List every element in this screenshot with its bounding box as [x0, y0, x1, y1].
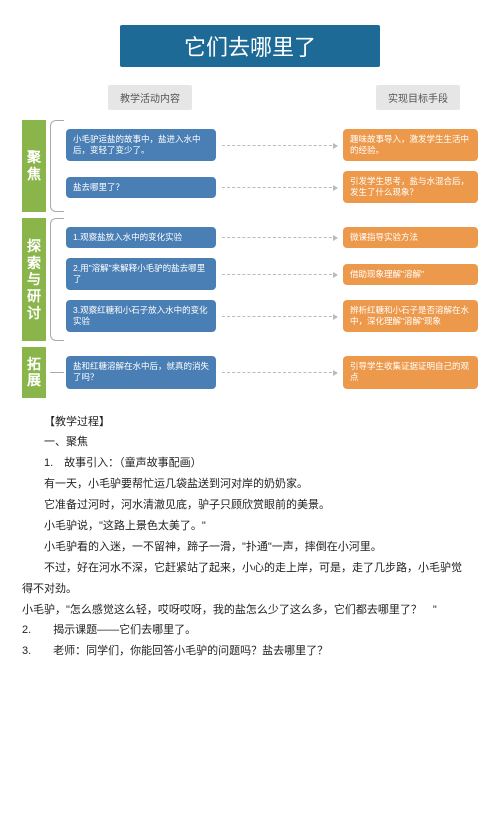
body-line: 小毛驴看的入迷，一不留神，蹄子一滑，"扑通"一声，摔倒在小河里。 — [22, 537, 478, 558]
goal-box: 趣味故事导入，激发学生生活中的经验。 — [343, 129, 478, 161]
goal-box: 引发学生思考，盐与水混合后，发生了什么现象？ — [343, 171, 478, 203]
diagram-row: 2.用"溶解"来解释小毛驴的盐去哪里了 借助现象理解"溶解" — [66, 258, 478, 290]
section-explore: 探索与研讨 1.观察盐放入水中的变化实验 微课指导实验方法 2.用"溶解"来解释… — [22, 218, 478, 341]
content-box: 1.观察盐放入水中的变化实验 — [66, 227, 216, 248]
text-body: 【教学过程】 一、聚焦 1. 故事引入：（童声故事配画） 有一天，小毛驴要帮忙运… — [22, 412, 478, 663]
diagram: 聚焦 小毛驴运盐的故事中，盐进入水中后，变轻了变少了。 趣味故事导入，激发学生生… — [22, 120, 478, 398]
body-line: 1. 故事引入：（童声故事配画） — [22, 453, 478, 474]
section-focus: 聚焦 小毛驴运盐的故事中，盐进入水中后，变轻了变少了。 趣味故事导入，激发学生生… — [22, 120, 478, 212]
content-box: 3.观察红糖和小石子放入水中的变化实验 — [66, 300, 216, 332]
bracket — [50, 372, 64, 373]
body-line: 小毛驴说，"这路上景色太美了。" — [22, 516, 478, 537]
section-extend: 拓展 盐和红糖溶解在水中后，就真的消失了吗？ 引导学生收集证据证明自己的观点 — [22, 347, 478, 397]
body-line: 【教学过程】 — [22, 412, 478, 433]
connector-arrow — [222, 145, 337, 146]
col-header-left: 教学活动内容 — [108, 85, 192, 110]
body-line: 3. 老师：同学们，你能回答小毛驴的问题吗？盐去哪里了？ — [22, 641, 478, 662]
goal-box: 引导学生收集证据证明自己的观点 — [343, 356, 478, 388]
page: 它们去哪里了 教学活动内容 实现目标手段 聚焦 小毛驴运盐的故事中，盐进入水中后… — [0, 0, 500, 677]
diagram-row: 1.观察盐放入水中的变化实验 微课指导实验方法 — [66, 227, 478, 248]
diagram-row: 3.观察红糖和小石子放入水中的变化实验 辨析红糖和小石子是否溶解在水中，深化理解… — [66, 300, 478, 332]
goal-box: 辨析红糖和小石子是否溶解在水中，深化理解"溶解"现象 — [343, 300, 478, 332]
section-label-focus: 聚焦 — [22, 120, 46, 212]
body-line: 不过，好在河水不深，它赶紧站了起来，小心的走上岸，可是，走了几步路，小毛驴觉 得… — [22, 558, 478, 600]
connector-arrow — [222, 187, 337, 188]
goal-box: 借助现象理解"溶解" — [343, 264, 478, 285]
connector-arrow — [222, 274, 337, 275]
section-label-extend: 拓展 — [22, 347, 46, 397]
content-box: 盐和红糖溶解在水中后，就真的消失了吗？ — [66, 356, 216, 388]
section-label-explore: 探索与研讨 — [22, 218, 46, 341]
body-line: 小毛驴，"怎么感觉这么轻，哎呀哎呀，我的盐怎么少了这么多，它们都去哪里了？ " — [22, 600, 478, 621]
diagram-row: 小毛驴运盐的故事中，盐进入水中后，变轻了变少了。 趣味故事导入，激发学生生活中的… — [66, 129, 478, 161]
body-line: 一、聚焦 — [22, 432, 478, 453]
col-header-right: 实现目标手段 — [376, 85, 460, 110]
title-banner: 它们去哪里了 — [120, 25, 380, 67]
body-line: 2. 揭示课题——它们去哪里了。 — [22, 620, 478, 641]
connector-arrow — [222, 316, 337, 317]
connector-arrow — [222, 372, 337, 373]
diagram-row: 盐和红糖溶解在水中后，就真的消失了吗？ 引导学生收集证据证明自己的观点 — [66, 356, 478, 388]
column-headers: 教学活动内容 实现目标手段 — [22, 85, 478, 110]
content-box: 小毛驴运盐的故事中，盐进入水中后，变轻了变少了。 — [66, 129, 216, 161]
content-box: 盐去哪里了？ — [66, 177, 216, 198]
goal-box: 微课指导实验方法 — [343, 227, 478, 248]
body-line: 有一天，小毛驴要帮忙运几袋盐送到河对岸的奶奶家。 — [22, 474, 478, 495]
content-box: 2.用"溶解"来解释小毛驴的盐去哪里了 — [66, 258, 216, 290]
bracket — [50, 120, 64, 212]
body-line: 它准备过河时，河水清澈见底，驴子只顾欣赏眼前的美景。 — [22, 495, 478, 516]
connector-arrow — [222, 237, 337, 238]
bracket — [50, 218, 64, 341]
diagram-row: 盐去哪里了？ 引发学生思考，盐与水混合后，发生了什么现象？ — [66, 171, 478, 203]
